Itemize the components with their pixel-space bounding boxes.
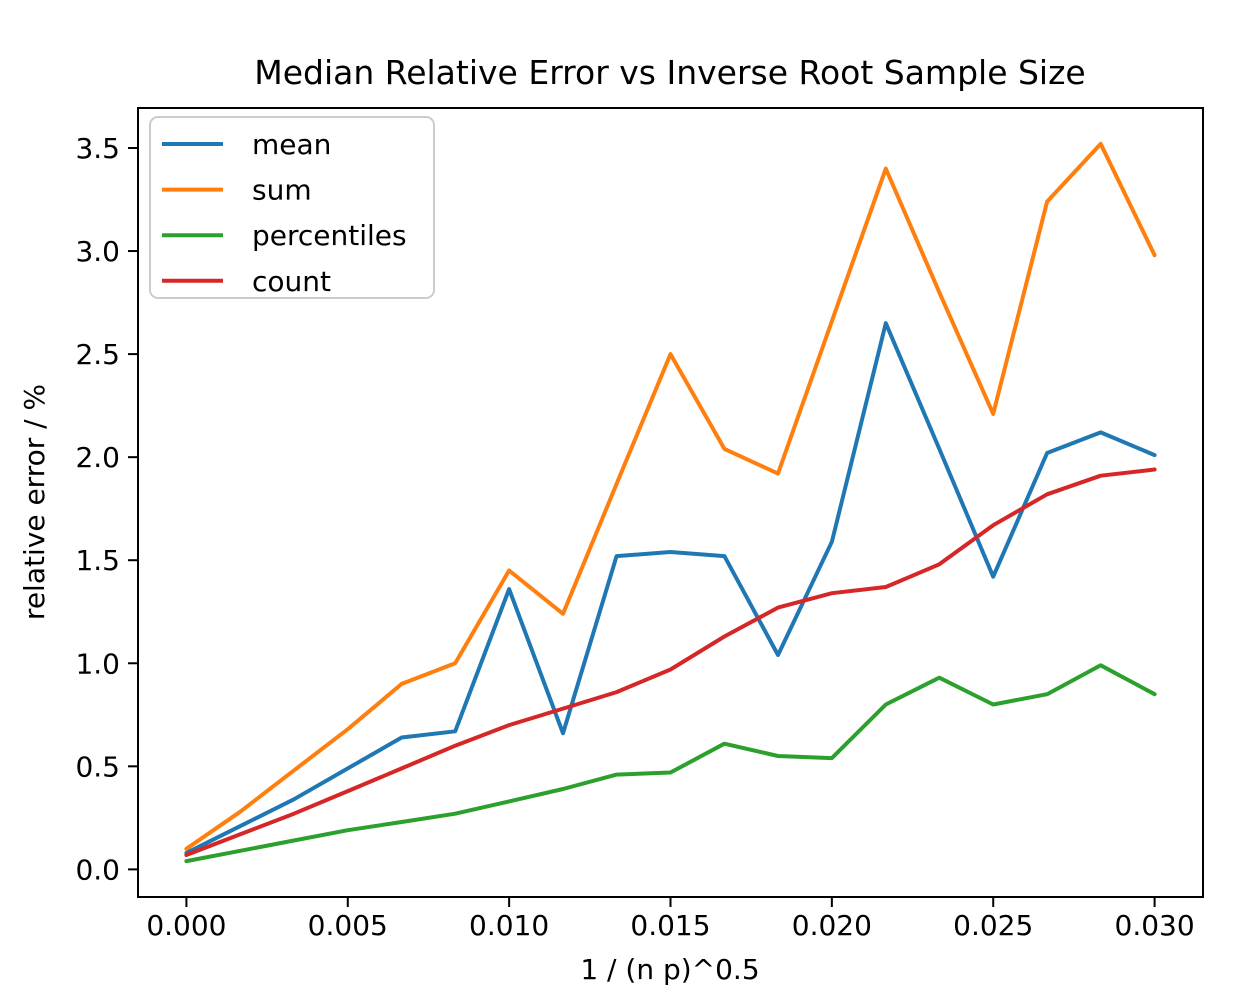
y-tick-label: 0.0: [75, 853, 120, 886]
x-tick-label: 0.020: [792, 909, 872, 942]
x-tick-label: 0.015: [630, 909, 710, 942]
series-line-count: [184, 467, 1157, 857]
series-line-mean: [184, 321, 1157, 855]
y-tick-label: 3.5: [75, 132, 120, 165]
legend-item-count: count: [162, 265, 331, 298]
y-tick-label: 2.5: [75, 338, 120, 371]
y-tick-label: 1.0: [75, 647, 120, 680]
legend-label-count: count: [252, 265, 331, 298]
series-line-sum: [184, 141, 1157, 851]
x-tick-label: 0.010: [469, 909, 549, 942]
legend-frame: [149, 116, 435, 299]
x-tick-label: 0.005: [308, 909, 388, 942]
y-tick-label: 1.5: [75, 544, 120, 577]
y-tick-label: 0.5: [75, 750, 120, 783]
legend-label-mean: mean: [252, 128, 331, 161]
legend-label-sum: sum: [252, 174, 312, 207]
x-tick-label: 0.030: [1115, 909, 1195, 942]
y-axis: 0.0 0.5 1.0 1.5 2.0 2.5 3.0 3.5: [75, 132, 138, 886]
y-axis-label: relative error / %: [18, 384, 51, 620]
y-tick-label: 3.0: [75, 235, 120, 268]
x-axis-label: 1 / (n p)^0.5: [580, 953, 759, 986]
x-tick-label: 0.025: [953, 909, 1033, 942]
legend-item-sum: sum: [162, 174, 312, 207]
legend-item-percentiles: percentiles: [162, 219, 407, 252]
series-line-percentiles: [184, 663, 1157, 864]
series-lines: [184, 141, 1157, 864]
x-axis: 0.000 0.005 0.010 0.015 0.020 0.025 0.030: [146, 897, 1195, 942]
x-tick-label: 0.000: [146, 909, 226, 942]
y-tick-label: 2.0: [75, 441, 120, 474]
legend-item-mean: mean: [162, 128, 331, 161]
legend-label-percentiles: percentiles: [252, 219, 407, 252]
chart-title: Median Relative Error vs Inverse Root Sa…: [254, 53, 1085, 92]
legend: mean sum percentiles count: [149, 116, 435, 299]
